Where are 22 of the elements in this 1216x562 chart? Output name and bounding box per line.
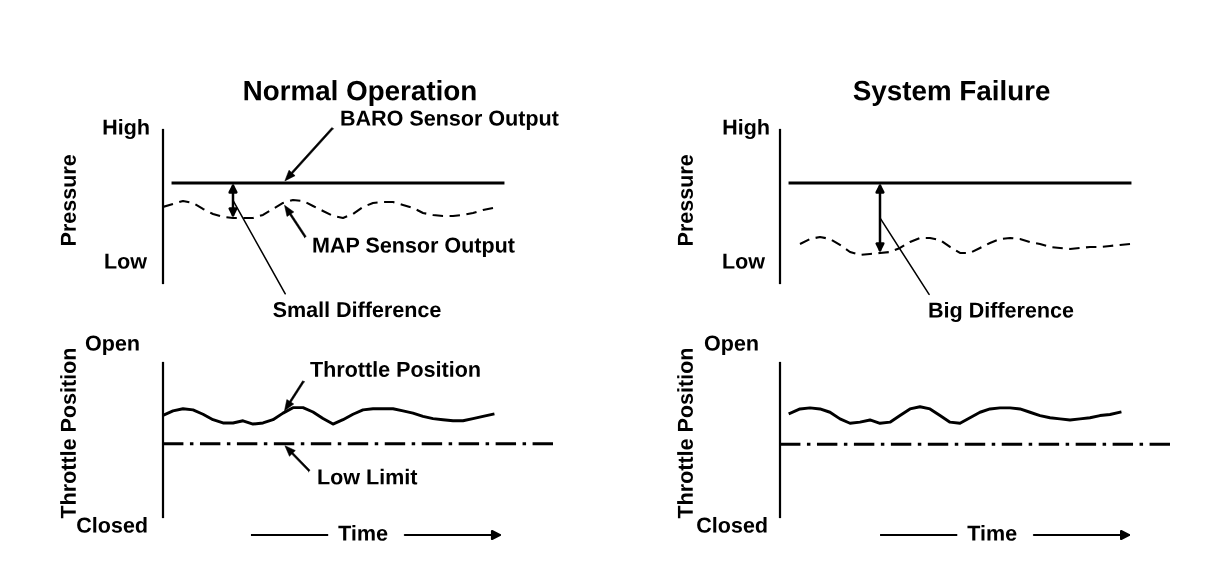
text: BARO Sensor Output bbox=[341, 110, 559, 130]
chart-title: Normal Operation bbox=[244, 80, 476, 106]
text: High bbox=[723, 118, 769, 140]
legend-label: MAP Sensor Output bbox=[313, 237, 515, 257]
text: Open bbox=[704, 335, 758, 356]
x-axis-title: Time bbox=[967, 524, 1017, 541]
text: Open bbox=[85, 335, 139, 356]
text: Closed bbox=[697, 516, 767, 533]
y-axis-title: Pressure bbox=[60, 155, 76, 246]
chart-title: System Failure bbox=[853, 80, 1050, 106]
series-label: Throttle Position bbox=[310, 361, 480, 377]
text: Small Difference bbox=[273, 301, 441, 318]
y-axis-title: Throttle Position bbox=[677, 348, 693, 519]
legend-label: Low Limit bbox=[318, 468, 418, 485]
text: High bbox=[103, 118, 149, 140]
y-axis-title: Throttle Position bbox=[60, 348, 76, 519]
text: Low bbox=[723, 253, 766, 269]
text: Low bbox=[105, 253, 148, 269]
text: Closed bbox=[77, 516, 147, 533]
text: Big Difference bbox=[929, 301, 1074, 323]
x-axis-title: Time bbox=[338, 524, 388, 541]
y-axis-title: Pressure bbox=[677, 155, 693, 246]
